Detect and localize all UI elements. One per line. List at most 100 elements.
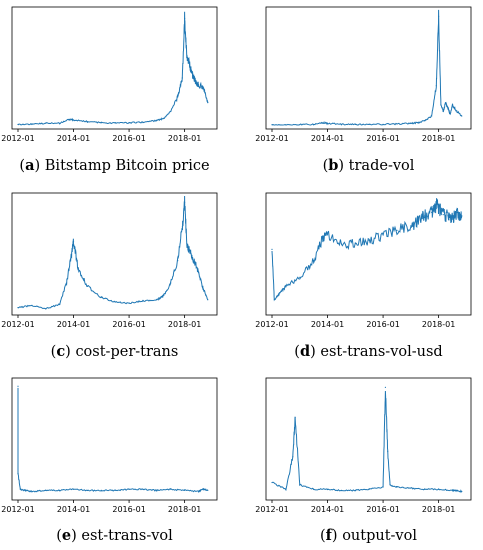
data-point xyxy=(156,299,158,301)
data-point xyxy=(410,487,412,489)
data-point xyxy=(24,489,26,491)
x-tick-label: 2014-01 xyxy=(311,134,344,143)
data-point xyxy=(184,18,186,20)
panel-caption-text: est-trans-vol xyxy=(81,528,173,544)
series-line xyxy=(271,198,463,302)
data-point xyxy=(424,488,426,490)
data-point xyxy=(313,123,315,126)
panel-caption: (c) cost-per-trans xyxy=(51,343,179,360)
data-point xyxy=(114,489,116,491)
data-point xyxy=(444,102,447,104)
data-point xyxy=(368,123,370,126)
data-point xyxy=(114,301,116,303)
panel-e: 2012-01 2014-01 2016-01 2018-01 (e) est-tran… xyxy=(1,377,218,544)
data-point xyxy=(193,260,195,262)
x-tick-label: 2016-01 xyxy=(366,505,399,514)
data-point xyxy=(410,225,412,227)
data-point xyxy=(177,260,179,262)
data-point xyxy=(417,122,419,124)
data-point xyxy=(451,104,454,106)
data-point xyxy=(340,123,343,125)
data-point xyxy=(461,490,463,493)
data-point xyxy=(170,110,172,113)
data-point xyxy=(17,307,19,309)
x-tick-label: 2012-01 xyxy=(1,320,34,329)
plot-frame xyxy=(265,377,472,501)
plot-frame xyxy=(11,6,218,130)
panel-caption: (d) est-trans-vol-usd xyxy=(294,343,442,360)
data-point xyxy=(181,77,183,79)
x-tick-label: 2018-01 xyxy=(168,320,201,329)
data-point xyxy=(354,123,356,126)
data-point xyxy=(368,239,370,242)
data-point xyxy=(271,248,273,250)
panel-caption: (e) est-trans-vol xyxy=(56,527,173,544)
data-point xyxy=(449,113,451,115)
data-point xyxy=(435,204,437,206)
data-point xyxy=(190,71,193,73)
data-point xyxy=(163,294,165,296)
data-point xyxy=(195,81,197,84)
data-point xyxy=(207,299,209,301)
x-tick-label: 2014-01 xyxy=(57,320,90,329)
data-point xyxy=(65,282,68,284)
data-point xyxy=(142,488,144,490)
x-tick-label: 2018-01 xyxy=(422,134,455,143)
x-tick-label: 2018-01 xyxy=(168,134,201,143)
data-point xyxy=(45,308,47,310)
data-point xyxy=(100,489,102,491)
x-tick-label: 2012-01 xyxy=(255,320,288,329)
data-point xyxy=(72,119,75,121)
data-point xyxy=(456,489,458,491)
data-point xyxy=(156,119,158,122)
data-point xyxy=(72,240,75,243)
data-point xyxy=(285,285,287,287)
data-point xyxy=(292,456,294,458)
data-point xyxy=(461,215,463,217)
panel-letter: c xyxy=(56,343,65,360)
panel-c: 2012-01 2014-01 2016-01 2018-01 (c) cost-per… xyxy=(1,192,218,360)
data-point xyxy=(114,122,116,124)
data-point xyxy=(424,215,426,217)
panel-f: 2012-01 2014-01 2016-01 2018-01 (f) output-v… xyxy=(255,377,472,544)
panel-letter: f xyxy=(326,527,334,544)
data-point xyxy=(86,489,89,491)
data-point xyxy=(278,293,280,295)
data-point xyxy=(326,122,329,124)
panel-caption-text: trade-vol xyxy=(349,158,415,174)
data-point xyxy=(128,122,130,124)
data-point xyxy=(207,489,209,491)
panel-caption: (a) Bitstamp Bitcoin price xyxy=(19,157,209,174)
data-point xyxy=(188,248,190,250)
data-point xyxy=(396,229,398,231)
x-tick-label: 2012-01 xyxy=(1,505,34,514)
data-point xyxy=(456,110,458,113)
data-point xyxy=(170,282,172,284)
data-point xyxy=(128,302,130,304)
data-point xyxy=(202,86,204,88)
data-point xyxy=(19,488,21,490)
panel-a: 2012-01 2014-01 2016-01 2018-01 (a) Bitstamp… xyxy=(1,6,218,174)
data-point xyxy=(340,243,343,245)
data-point xyxy=(31,304,33,306)
data-point xyxy=(384,386,386,388)
data-point xyxy=(294,417,296,419)
plot-frame xyxy=(11,192,218,316)
series-line xyxy=(271,390,463,494)
data-point xyxy=(438,207,440,209)
data-point xyxy=(424,119,426,122)
x-tick-label: 2014-01 xyxy=(311,505,344,514)
series-line xyxy=(17,11,209,126)
x-tick-label: 2016-01 xyxy=(112,505,145,514)
data-point xyxy=(202,288,204,290)
panel-caption-text: est-trans-vol-usd xyxy=(320,344,442,360)
data-point xyxy=(186,243,188,245)
data-point xyxy=(431,211,433,214)
data-point xyxy=(59,303,61,305)
data-point xyxy=(207,102,209,104)
panel-d: 2012-01 2014-01 2016-01 2018-01 (d) est-tran… xyxy=(255,192,472,360)
data-point xyxy=(273,299,275,301)
data-point xyxy=(387,450,389,452)
data-point xyxy=(181,226,183,228)
data-point xyxy=(340,489,343,491)
